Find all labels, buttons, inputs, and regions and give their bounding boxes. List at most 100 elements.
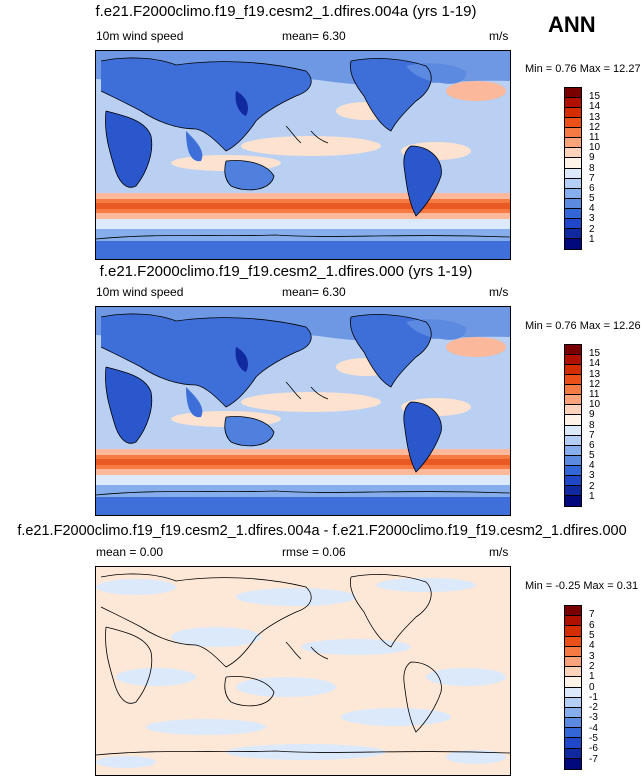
panel-2-map [95,306,511,516]
colorbar-cell [565,158,581,169]
colorbar-cell [565,208,581,219]
colorbar-cell [565,616,581,627]
colorbar-tick-label: 7 [589,609,595,621]
panel-2-min-max: Min = 0.76 Max = 12.26 [525,320,641,332]
panel-2-map-field [96,307,510,515]
colorbar-cell [565,465,581,476]
panel-1-variable-label: 10m wind speed [96,29,184,43]
colorbar-cell [565,455,581,466]
panel-1-colorbar [564,87,582,250]
colorbar-cell [565,198,581,209]
colorbar-cell [565,238,581,249]
colorbar-tick-label: 14 [589,358,601,370]
colorbar-tick-label: -7 [589,753,598,765]
panel-3-map-field [96,567,510,775]
colorbar-cell [565,495,581,506]
colorbar-tick-label: -3 [589,712,598,724]
panel-3-mean-label: mean = 0.00 [96,545,164,559]
colorbar-cell [565,485,581,496]
colorbar-tick-label: 13 [589,368,601,380]
colorbar-tick-label: 9 [589,409,595,421]
colorbar-tick-label: 6 [589,182,595,194]
colorbar-tick-label: -6 [589,743,598,755]
colorbar-cell [565,148,581,159]
colorbar-cell [565,138,581,149]
colorbar-tick-label: 13 [589,111,601,123]
colorbar-tick-label: 6 [589,439,595,451]
season-label: ANN [548,12,596,37]
colorbar-cell [565,738,581,749]
colorbar-tick-label: 4 [589,640,595,652]
colorbar-tick-label: 15 [589,348,601,360]
colorbar-cell [565,88,581,99]
panel-2-title: f.e21.F2000climo.f19_f19.cesm2_1.dfires.… [99,263,473,280]
colorbar-cell [565,748,581,759]
colorbar-cell [565,667,581,678]
colorbar-cell [565,425,581,436]
colorbar-tick-label: 1 [589,490,595,502]
panel-2-mean-label: mean= 6.30 [282,285,346,299]
colorbar-tick-label: 2 [589,223,595,235]
colorbar-tick-label: 7 [589,172,595,184]
colorbar-cell [565,656,581,668]
colorbar-cell [565,108,581,119]
colorbar-tick-label: 2 [589,660,595,672]
colorbar-cell [565,178,581,189]
colorbar-tick-label: 7 [589,429,595,441]
colorbar-cell [565,405,581,416]
colorbar-tick-label: 2 [589,480,595,492]
panel-1-map [95,50,511,260]
colorbar-cell [565,228,581,239]
colorbar-tick-label: 3 [589,470,595,482]
colorbar-cell [565,758,581,769]
colorbar-tick-label: 1 [589,671,595,683]
colorbar-cell [565,128,581,139]
colorbar-cell [565,118,581,129]
colorbar-cell [565,218,581,229]
colorbar-tick-label: 8 [589,419,595,431]
panel-3-title: f.e21.F2000climo.f19_f19.cesm2_1.dfires.… [17,523,627,539]
colorbar-tick-label: 0 [589,681,595,693]
colorbar-cell [565,697,581,708]
colorbar-cell [565,707,581,719]
colorbar-cell [565,677,581,688]
colorbar-tick-label: -5 [589,733,598,745]
colorbar-tick-label: -1 [589,691,598,703]
colorbar-cell [565,345,581,356]
colorbar-cell [565,475,581,486]
colorbar-tick-label: 5 [589,450,595,462]
colorbar-cell [565,445,581,456]
colorbar-tick-label: 10 [589,142,601,154]
panel-1-units-label: m/s [489,29,509,43]
colorbar-tick-label: 11 [589,388,600,400]
colorbar-cell [565,728,581,739]
panel-2-variable-label: 10m wind speed [96,285,184,299]
colorbar-cell [565,188,581,199]
colorbar-cell [565,365,581,376]
panel-2-units-label: m/s [489,285,509,299]
colorbar-tick-label: 10 [589,399,601,411]
panel-3-units-label: m/s [489,545,509,559]
colorbar-cell [565,168,581,179]
panel-1-mean-label: mean= 6.30 [282,29,346,43]
colorbar-cell [565,375,581,386]
colorbar-cell [565,98,581,109]
panel-1-min-max: Min = 0.76 Max = 12.27 [525,63,641,75]
colorbar-cell [565,395,581,406]
colorbar-tick-label: 1 [589,233,595,245]
colorbar-tick-label: 6 [589,619,595,631]
colorbar-tick-label: 12 [589,121,601,133]
panel-1-map-field [96,51,510,259]
colorbar-cell [565,687,581,698]
colorbar-cell [565,636,581,647]
colorbar-tick-label: 11 [589,131,600,143]
colorbar-cell [565,355,581,366]
colorbar-tick-label: 15 [589,91,601,103]
colorbar-tick-label: 5 [589,629,595,641]
panel-3-rmse-label: rmse = 0.06 [282,545,346,559]
colorbar-tick-label: 3 [589,213,595,225]
panel-3-colorbar [564,605,582,770]
panel-3-colorbar-labels: 7 6 5 4 3 2 1 0 -1 -2 -3 -4 -5 -6 -7 [589,605,619,770]
colorbar-tick-label: 5 [589,193,595,205]
colorbar-cell [565,626,581,637]
